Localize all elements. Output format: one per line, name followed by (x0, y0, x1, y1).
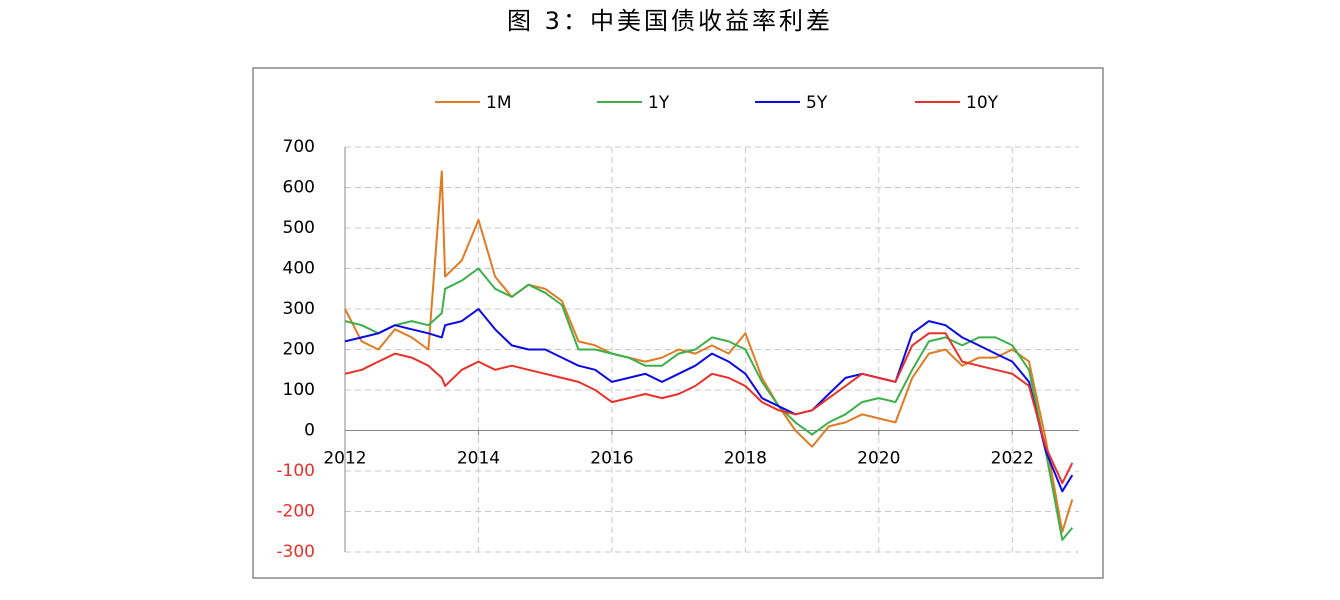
series-line (344, 170, 1074, 533)
legend-label: 5Y (806, 93, 828, 113)
x-tick-label: 2014 (457, 449, 500, 469)
y-tick-label: 400 (283, 259, 315, 279)
y-tick-label: -100 (276, 461, 315, 481)
x-tick-label: 2016 (590, 449, 633, 469)
y-tick-label: -300 (276, 542, 315, 562)
x-tick-label: 2022 (991, 449, 1034, 469)
y-tick-label: 300 (283, 299, 315, 319)
y-tick-label: 600 (283, 178, 315, 198)
series-line (344, 308, 1074, 493)
y-tick-label: 0 (304, 421, 315, 441)
legend-label: 1M (486, 93, 511, 113)
y-tick-label: -200 (276, 502, 315, 522)
y-tick-label: 100 (283, 380, 315, 400)
y-tick-label: 500 (283, 218, 315, 238)
series-line (344, 332, 1074, 485)
y-tick-label: 700 (283, 137, 315, 157)
x-tick-label: 2020 (857, 449, 900, 469)
chart-frame (252, 67, 1104, 579)
legend-label: 10Y (966, 93, 999, 113)
x-tick-label: 2018 (724, 449, 767, 469)
series-line (344, 267, 1074, 541)
legend-label: 1Y (648, 93, 670, 113)
chart-title: 图 3：中美国债收益率利差 (507, 7, 833, 35)
y-tick-label: 200 (283, 340, 315, 360)
